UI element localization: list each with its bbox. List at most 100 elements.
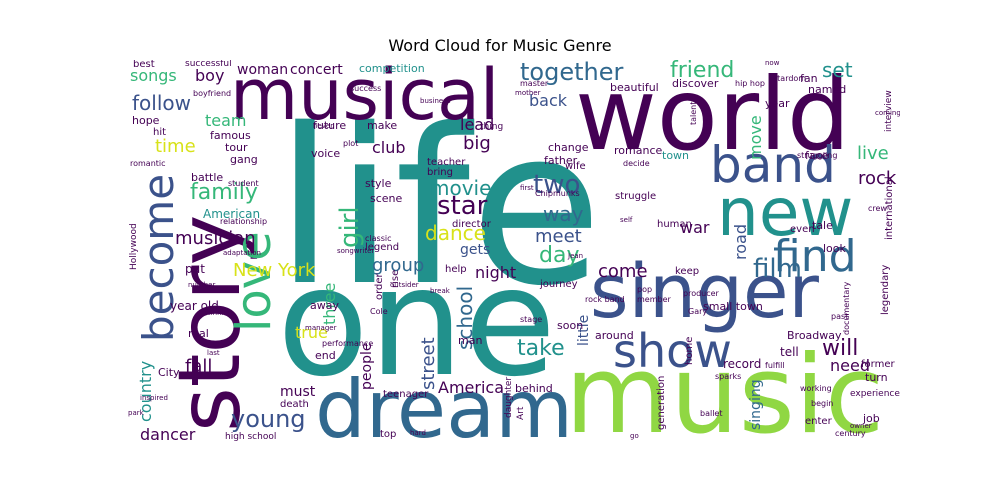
word: voice bbox=[311, 147, 341, 160]
word: Cole bbox=[370, 307, 388, 316]
word: movie bbox=[430, 176, 492, 200]
word: top bbox=[380, 429, 397, 440]
word: club bbox=[372, 138, 406, 157]
word: road bbox=[731, 224, 750, 260]
word: thing bbox=[480, 122, 504, 132]
word: fame bbox=[704, 112, 714, 135]
word: star bbox=[437, 191, 488, 221]
word: working bbox=[800, 384, 832, 393]
word: pop bbox=[637, 285, 653, 294]
word: fall bbox=[185, 356, 213, 377]
word: generation bbox=[656, 375, 667, 430]
word: member bbox=[637, 295, 671, 304]
word: concert bbox=[290, 62, 343, 78]
word: teacher bbox=[427, 157, 466, 168]
word: tale bbox=[812, 219, 833, 232]
word: will bbox=[822, 336, 859, 361]
word: musician bbox=[175, 228, 256, 249]
word: outsider bbox=[390, 281, 419, 289]
word: behind bbox=[515, 382, 553, 395]
word: legendary bbox=[880, 264, 891, 315]
word: begin bbox=[811, 399, 834, 408]
word: never bbox=[313, 122, 334, 130]
word: war bbox=[680, 218, 710, 237]
word: set bbox=[822, 60, 853, 82]
word: Gary bbox=[688, 307, 708, 316]
word: now bbox=[765, 60, 780, 67]
word: New York bbox=[233, 260, 316, 281]
word: best bbox=[133, 60, 155, 70]
word: fan bbox=[800, 72, 818, 85]
word: decide bbox=[623, 159, 650, 168]
word: adaptation bbox=[223, 249, 261, 257]
word: group bbox=[372, 255, 425, 276]
word: small town bbox=[703, 300, 763, 313]
word: lead bbox=[460, 115, 495, 134]
word: make bbox=[367, 119, 398, 132]
word: singing bbox=[748, 379, 764, 430]
word: end bbox=[315, 349, 336, 362]
word: Jean bbox=[568, 252, 584, 260]
word: back bbox=[529, 91, 568, 110]
word: Broadway bbox=[787, 329, 842, 342]
word: student bbox=[228, 179, 259, 188]
word: one bbox=[277, 236, 557, 410]
word: ballet bbox=[700, 409, 723, 418]
word: need bbox=[830, 356, 870, 375]
word: order bbox=[374, 273, 385, 300]
word: competition bbox=[359, 62, 425, 75]
word: winning bbox=[205, 309, 233, 317]
word: keep bbox=[675, 266, 700, 277]
word: people bbox=[359, 342, 375, 390]
word: gang bbox=[230, 153, 258, 166]
word: real bbox=[188, 327, 209, 340]
word: stardom bbox=[773, 74, 807, 83]
word: number bbox=[188, 281, 216, 289]
word: rock bbox=[858, 168, 897, 189]
word: songs bbox=[130, 66, 177, 85]
word: come bbox=[598, 261, 648, 282]
word: hip hop bbox=[735, 79, 765, 88]
word: first bbox=[520, 184, 534, 192]
word: romance bbox=[614, 144, 663, 157]
word: last bbox=[207, 349, 220, 357]
word: songwriter bbox=[337, 247, 375, 255]
word: sparks bbox=[715, 372, 742, 381]
word: turn bbox=[865, 371, 888, 384]
word: father bbox=[544, 154, 578, 167]
word: band bbox=[710, 136, 836, 194]
word: Art bbox=[516, 406, 526, 420]
word: business bbox=[420, 97, 451, 105]
word: fulfill bbox=[765, 361, 785, 370]
word: go bbox=[630, 432, 639, 440]
word: singer bbox=[590, 249, 819, 335]
word: boy bbox=[195, 66, 225, 85]
word: self bbox=[620, 216, 633, 224]
word: way bbox=[543, 202, 584, 226]
word: Chipmunks bbox=[535, 189, 580, 198]
word: home bbox=[684, 336, 695, 365]
word: friend bbox=[670, 60, 735, 83]
word: relationship bbox=[220, 217, 268, 226]
word: move bbox=[746, 115, 765, 160]
word: night bbox=[475, 263, 517, 282]
word: look bbox=[823, 242, 846, 255]
word: American bbox=[203, 207, 261, 221]
word: hope bbox=[132, 114, 160, 127]
word: beautiful bbox=[610, 81, 659, 94]
word: named bbox=[808, 83, 847, 96]
word: enter bbox=[805, 416, 832, 427]
word: dancer bbox=[140, 425, 196, 444]
word: two bbox=[533, 170, 581, 200]
word: day bbox=[539, 243, 580, 268]
word: take bbox=[517, 336, 565, 361]
word: wife bbox=[565, 161, 586, 172]
word: stage bbox=[520, 315, 543, 324]
word: even bbox=[790, 224, 815, 235]
word: change bbox=[548, 141, 589, 154]
word: dance bbox=[425, 221, 486, 245]
word: life bbox=[275, 82, 603, 333]
word: human bbox=[657, 219, 692, 230]
word: famous bbox=[210, 129, 251, 142]
